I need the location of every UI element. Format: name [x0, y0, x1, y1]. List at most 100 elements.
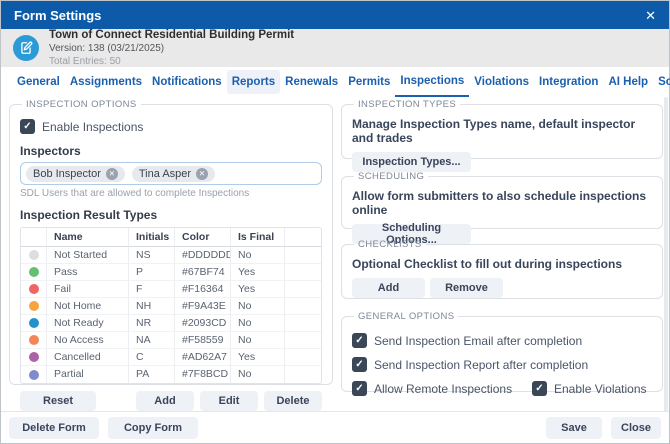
enable-inspections-label: Enable Inspections [42, 119, 144, 134]
column-dot [21, 228, 47, 247]
tab-notifications[interactable]: Notifications [152, 76, 222, 88]
close-icon[interactable]: ✕ [645, 7, 656, 23]
tab-violations[interactable]: Violations [474, 76, 530, 88]
tab-general[interactable]: General [17, 76, 60, 88]
column-empty [285, 228, 321, 247]
reset-button[interactable]: Reset [20, 391, 96, 411]
table-row[interactable]: Pass P #67BF74 Yes [21, 264, 321, 281]
general-options-legend: GENERAL OPTIONS [358, 311, 455, 322]
tab-integration[interactable]: Integration [539, 76, 599, 88]
table-row[interactable]: Not Home NH #F9A43E No [21, 298, 321, 315]
cell-is-final: No [231, 332, 285, 349]
table-row[interactable]: No Access NA #F58559 No [21, 332, 321, 349]
table-body: Not Started NS #DDDDDD No Pass P #67BF74… [21, 247, 321, 383]
inspectors-label: Inspectors [20, 144, 81, 158]
checkbox-checked-icon: ✓ [20, 119, 35, 134]
inspection-types-button[interactable]: Inspection Types... [352, 152, 471, 172]
cell-is-final: No [231, 366, 285, 383]
checklists-legend: CHECKLISTS [358, 239, 422, 250]
scheduling-legend: SCHEDULING [358, 171, 425, 182]
status-color-dot [28, 318, 39, 328]
tab-renewals[interactable]: Renewals [285, 76, 339, 88]
close-button[interactable]: Close [611, 416, 661, 439]
cell-name: Not Started [47, 247, 129, 264]
scheduling-description: Allow form submitters to also schedule i… [352, 189, 647, 217]
tab-assignments[interactable]: Assignments [69, 76, 143, 88]
tab-inspections[interactable]: Inspections [395, 67, 470, 97]
inspection-types-legend: INSPECTION TYPES [358, 99, 457, 110]
table-row[interactable]: Partial PA #7F8BCD No [21, 366, 321, 383]
delete-form-button[interactable]: Delete Form [9, 416, 99, 439]
general-option-row: ✓ Allow Remote Inspections ✓ Enable Viol… [352, 381, 652, 396]
form-header: Town of Connect Residential Building Per… [1, 29, 669, 67]
cell-initials: F [129, 281, 175, 298]
cell-name: Not Home [47, 298, 129, 315]
cell-name: Cancelled [47, 349, 129, 366]
remote-inspections-label: Allow Remote Inspections [374, 381, 513, 396]
table-row[interactable]: Not Ready NR #2093CD No [21, 315, 321, 332]
cell-name: Fail [47, 281, 129, 298]
result-types-label: Inspection Result Types [20, 208, 158, 222]
checklist-remove-button[interactable]: Remove [430, 278, 503, 298]
copy-form-button[interactable]: Copy Form [108, 416, 198, 439]
checklists-panel: CHECKLISTS Optional Checklist to fill ou… [341, 239, 663, 299]
checkbox-checked-icon: ✓ [352, 381, 367, 396]
cell-is-final: No [231, 298, 285, 315]
send-report-checkbox[interactable]: ✓ Send Inspection Report after completio… [352, 357, 588, 372]
inspectors-input[interactable]: Bob Inspector ✕ Tina Asper ✕ [20, 162, 322, 185]
dialog-title: Form Settings [14, 7, 102, 23]
cell-initials: NH [129, 298, 175, 315]
general-options-panel: GENERAL OPTIONS ✓ Send Inspection Email … [341, 311, 663, 396]
checklist-add-button[interactable]: Add [352, 278, 425, 298]
form-edit-icon [13, 35, 39, 61]
vertical-scrollbar[interactable] [664, 97, 668, 413]
cell-is-final: Yes [231, 264, 285, 281]
send-email-checkbox[interactable]: ✓ Send Inspection Email after completion [352, 333, 582, 348]
cell-color: #2093CD [175, 315, 231, 332]
form-total-entries: Total Entries: 50 [49, 55, 121, 67]
checkbox-checked-icon: ✓ [352, 357, 367, 372]
cell-initials: NA [129, 332, 175, 349]
column-name: Name [47, 228, 129, 247]
chip-remove-icon[interactable]: ✕ [196, 167, 209, 180]
form-title: Town of Connect Residential Building Per… [49, 28, 295, 41]
add-button[interactable]: Add [136, 391, 194, 411]
table-row[interactable]: Fail F #F16364 Yes [21, 281, 321, 298]
status-color-dot [28, 267, 39, 277]
table-row[interactable]: Cancelled C #AD62A7 Yes [21, 349, 321, 366]
tab-bar: General Assignments Notifications Report… [1, 67, 670, 97]
send-report-label: Send Inspection Report after completion [374, 357, 589, 372]
inspection-types-description: Manage Inspection Types name, default in… [352, 117, 636, 145]
tab-ai-help[interactable]: AI Help [608, 76, 649, 88]
save-button[interactable]: Save [546, 416, 602, 439]
cell-is-final: No [231, 247, 285, 264]
column-initials: Initials [129, 228, 175, 247]
cell-color: #AD62A7 [175, 349, 231, 366]
form-header-text: Town of Connect Residential Building Per… [49, 29, 294, 67]
tab-scanner[interactable]: Scanner [658, 76, 670, 88]
dialog-titlebar: Form Settings ✕ [1, 1, 669, 29]
inspection-types-panel: INSPECTION TYPES Manage Inspection Types… [341, 99, 663, 172]
inspector-chip[interactable]: Tina Asper ✕ [131, 165, 216, 182]
dialog-footer: Delete Form Copy Form Save Close [1, 411, 669, 443]
enable-inspections-checkbox[interactable]: ✓ Enable Inspections [20, 119, 322, 134]
remote-inspections-checkbox[interactable]: ✓ Allow Remote Inspections [352, 381, 532, 396]
chip-remove-icon[interactable]: ✕ [105, 167, 118, 180]
tab-reports[interactable]: Reports [226, 70, 281, 94]
inspector-chip-label: Bob Inspector [33, 167, 101, 180]
cell-initials: C [129, 349, 175, 366]
status-color-dot [28, 250, 39, 260]
cell-name: Not Ready [47, 315, 129, 332]
table-row[interactable]: Not Started NS #DDDDDD No [21, 247, 321, 264]
inspector-chip[interactable]: Bob Inspector ✕ [26, 165, 125, 182]
table-header-row: Name Initials Color Is Final [21, 228, 321, 247]
delete-button[interactable]: Delete [264, 391, 322, 411]
inspection-options-legend: INSPECTION OPTIONS [26, 99, 137, 110]
form-version: Version: 138 (03/21/2025) [49, 43, 165, 55]
tab-permits[interactable]: Permits [348, 76, 391, 88]
enable-violations-checkbox[interactable]: ✓ Enable Violations [532, 381, 652, 396]
checklists-description: Optional Checklist to fill out during in… [352, 257, 623, 271]
general-option-row: ✓ Send Inspection Email after completion [352, 333, 652, 348]
edit-button[interactable]: Edit [200, 391, 258, 411]
checklist-actions: Add Remove [352, 278, 652, 298]
